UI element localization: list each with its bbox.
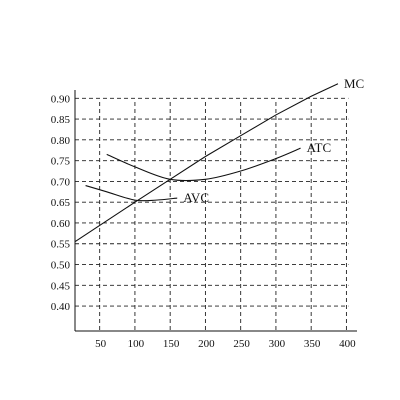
mc-curve-label: MC: [344, 76, 364, 91]
x-tick-label: 400: [339, 338, 356, 350]
y-tick-label: 0.65: [51, 197, 71, 209]
avc-curve: [85, 185, 178, 202]
atc-curve: [106, 147, 301, 182]
y-tick-label: 0.60: [51, 218, 71, 230]
atc-curve-label: ATC: [307, 140, 332, 155]
y-tick-label: 0.45: [51, 280, 71, 292]
y-tick-label: 0.75: [51, 156, 71, 168]
mc-curve: [74, 83, 339, 243]
x-tick-label: 150: [163, 338, 180, 350]
y-tick-label: 0.70: [51, 176, 71, 188]
x-tick-label: 300: [269, 338, 286, 350]
y-tick-label: 0.85: [51, 114, 71, 126]
y-tick-label: 0.80: [51, 135, 71, 147]
chart-curves: [74, 83, 339, 243]
avc-curve-label: AVC: [183, 190, 209, 205]
x-tick-label: 250: [233, 338, 250, 350]
x-tick-label: 100: [128, 338, 145, 350]
y-tick-label: 0.90: [51, 93, 71, 105]
x-tick-label: 50: [95, 338, 107, 350]
chart-grid: [75, 97, 349, 331]
chart-labels: 0.40 0.45 0.50 0.55 0.60 0.65 0.70 0.75 0.80 0.85…: [51, 76, 364, 350]
chart-axes: [74, 90, 357, 332]
x-tick-label: 200: [198, 338, 215, 350]
y-tick-label: 0.55: [51, 239, 71, 251]
y-tick-label: 0.50: [51, 260, 71, 272]
y-tick-label: 0.40: [51, 301, 71, 313]
x-tick-label: 350: [304, 338, 321, 350]
